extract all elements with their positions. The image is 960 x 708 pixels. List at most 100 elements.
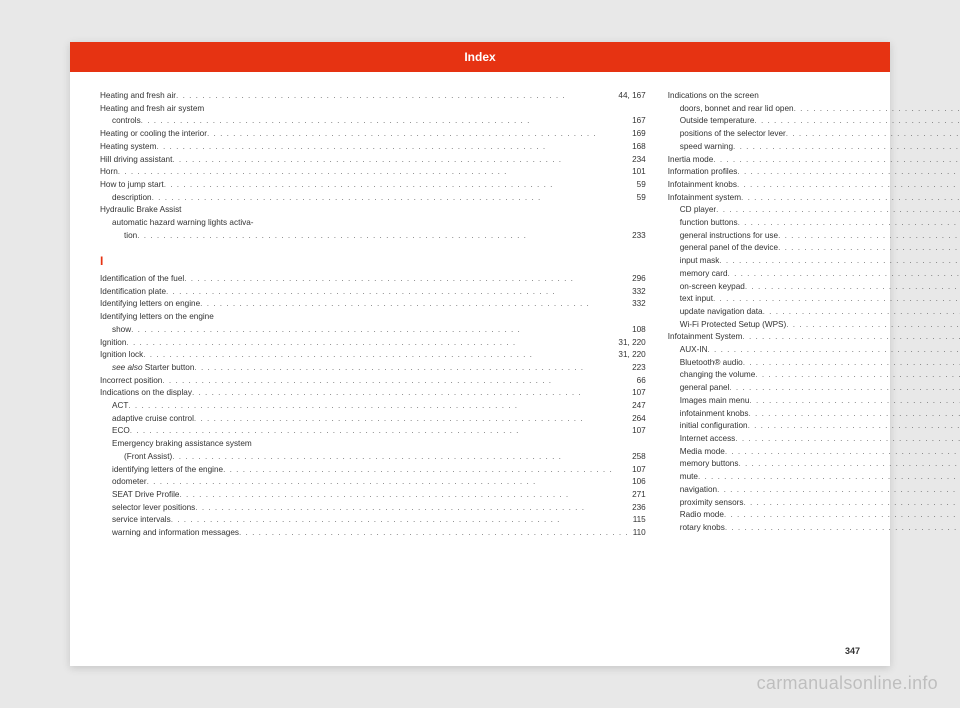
leader-dots bbox=[737, 166, 960, 179]
entry-label: show bbox=[112, 324, 131, 337]
index-entry: Heating system168 bbox=[100, 141, 646, 154]
index-entry: speed warning107 bbox=[668, 141, 960, 154]
entry-label: odometer bbox=[112, 476, 147, 489]
entry-label: doors, bonnet and rear lid open bbox=[680, 103, 794, 116]
entry-label: Incorrect position bbox=[100, 375, 162, 388]
entry-label: automatic hazard warning lights activa- bbox=[112, 217, 254, 230]
leader-dots bbox=[748, 408, 960, 421]
page: Index Heating and fresh air44, 167Heatin… bbox=[70, 42, 890, 666]
leader-dots bbox=[713, 293, 960, 306]
entry-pages: 107 bbox=[628, 425, 646, 438]
leader-dots bbox=[156, 141, 628, 154]
index-entry: Identifying letters on engine332 bbox=[100, 298, 646, 311]
entry-label: update navigation data bbox=[680, 306, 763, 319]
leader-dots bbox=[708, 344, 960, 357]
leader-dots bbox=[164, 179, 633, 192]
leader-dots bbox=[141, 115, 628, 128]
leader-dots bbox=[786, 319, 960, 332]
entry-label: Indications on the display bbox=[100, 387, 192, 400]
leader-dots bbox=[741, 192, 960, 205]
index-entry: initial configuration181 bbox=[668, 420, 960, 433]
index-entry: rotary knobs177 bbox=[668, 522, 960, 535]
entry-label: Heating and fresh air system bbox=[100, 103, 204, 116]
entry-label: Internet access bbox=[680, 433, 736, 446]
index-entry: Hydraulic Brake Assist bbox=[100, 204, 646, 217]
entry-label: tion bbox=[124, 230, 137, 243]
entry-label: ECO bbox=[112, 425, 130, 438]
index-entry: Infotainment knobs177 bbox=[668, 179, 960, 192]
entry-label: Hill driving assistant bbox=[100, 154, 172, 167]
index-entry: Outside temperature106 bbox=[668, 115, 960, 128]
entry-pages: 31, 220 bbox=[614, 349, 645, 362]
index-entry: Indications on the display 107 bbox=[100, 387, 646, 400]
entry-label: infotainment knobs bbox=[680, 408, 749, 421]
entry-pages: 107 bbox=[628, 387, 646, 400]
entry-pages: 59 bbox=[633, 179, 646, 192]
index-entry: function buttons178 bbox=[668, 217, 960, 230]
leader-dots bbox=[194, 413, 628, 426]
entry-label: memory buttons bbox=[680, 458, 739, 471]
entry-label: Identifying letters on engine bbox=[100, 298, 200, 311]
entry-pages: 234 bbox=[628, 154, 646, 167]
entry-pages: 115 bbox=[629, 514, 646, 527]
leader-dots bbox=[778, 230, 960, 243]
entry-pages: 169 bbox=[628, 128, 646, 141]
index-entry: Ignition31, 220 bbox=[100, 337, 646, 350]
entry-label: (Front Assist) bbox=[124, 451, 172, 464]
index-entry: input mask180 bbox=[668, 255, 960, 268]
index-entry: update navigation data201 bbox=[668, 306, 960, 319]
entry-label: function buttons bbox=[680, 217, 738, 230]
index-entry: How to jump start 59 bbox=[100, 179, 646, 192]
leader-dots bbox=[223, 464, 628, 477]
index-entry: Incorrect position66 bbox=[100, 375, 646, 388]
leader-dots bbox=[162, 375, 632, 388]
index-entry: Emergency braking assistance system bbox=[100, 438, 646, 451]
leader-dots bbox=[152, 192, 633, 205]
entry-pages: 236 bbox=[628, 502, 646, 515]
index-entry: AUX-IN198 bbox=[668, 344, 960, 357]
index-entry: Horn101 bbox=[100, 166, 646, 179]
index-entry: Bluetooth® audio198 bbox=[668, 357, 960, 370]
entry-pages: 44, 167 bbox=[614, 90, 645, 103]
leader-dots bbox=[735, 433, 960, 446]
entry-label: Media mode bbox=[680, 446, 725, 459]
leader-dots bbox=[184, 273, 628, 286]
entry-pages: 296 bbox=[628, 273, 646, 286]
index-entry: Infotainment system34 bbox=[668, 192, 960, 205]
entry-label: text input bbox=[680, 293, 713, 306]
entry-label: initial configuration bbox=[680, 420, 748, 433]
leader-dots bbox=[207, 128, 628, 141]
leader-dots bbox=[786, 128, 960, 141]
entry-label: SEAT Drive Profile bbox=[112, 489, 180, 502]
index-entry: odometer106 bbox=[100, 476, 646, 489]
index-entry: ECO 107 bbox=[100, 425, 646, 438]
leader-dots bbox=[725, 446, 960, 459]
index-entry: identifying letters of the engine107 bbox=[100, 464, 646, 477]
index-entry: general panel of the device175 bbox=[668, 242, 960, 255]
index-entry: Internet access192 bbox=[668, 433, 960, 446]
leader-dots bbox=[698, 471, 960, 484]
leader-dots bbox=[171, 514, 629, 527]
entry-label: Infotainment knobs bbox=[668, 179, 737, 192]
entry-label: speed warning bbox=[680, 141, 733, 154]
leader-dots bbox=[778, 242, 960, 255]
entry-label: Identifying letters on the engine bbox=[100, 311, 214, 324]
leader-dots bbox=[748, 420, 960, 433]
entry-label: CD player bbox=[680, 204, 716, 217]
leader-dots bbox=[143, 349, 614, 362]
entry-label: see also Starter button bbox=[112, 362, 194, 375]
leader-dots bbox=[738, 458, 960, 471]
entry-label: Heating system bbox=[100, 141, 156, 154]
index-entry: general instructions for use177 bbox=[668, 230, 960, 243]
entry-label: navigation bbox=[680, 484, 717, 497]
index-entry: infotainment knobs177 bbox=[668, 408, 960, 421]
index-entry: warning and information messages110 bbox=[100, 527, 646, 540]
leader-dots bbox=[755, 369, 960, 382]
entry-label: memory card bbox=[680, 268, 728, 281]
index-entry: CD player197 bbox=[668, 204, 960, 217]
entry-label: Ignition bbox=[100, 337, 126, 350]
leader-dots bbox=[118, 166, 628, 179]
entry-label: service intervals bbox=[112, 514, 171, 527]
entry-label: Identification of the fuel bbox=[100, 273, 184, 286]
entry-label: How to jump start bbox=[100, 179, 164, 192]
